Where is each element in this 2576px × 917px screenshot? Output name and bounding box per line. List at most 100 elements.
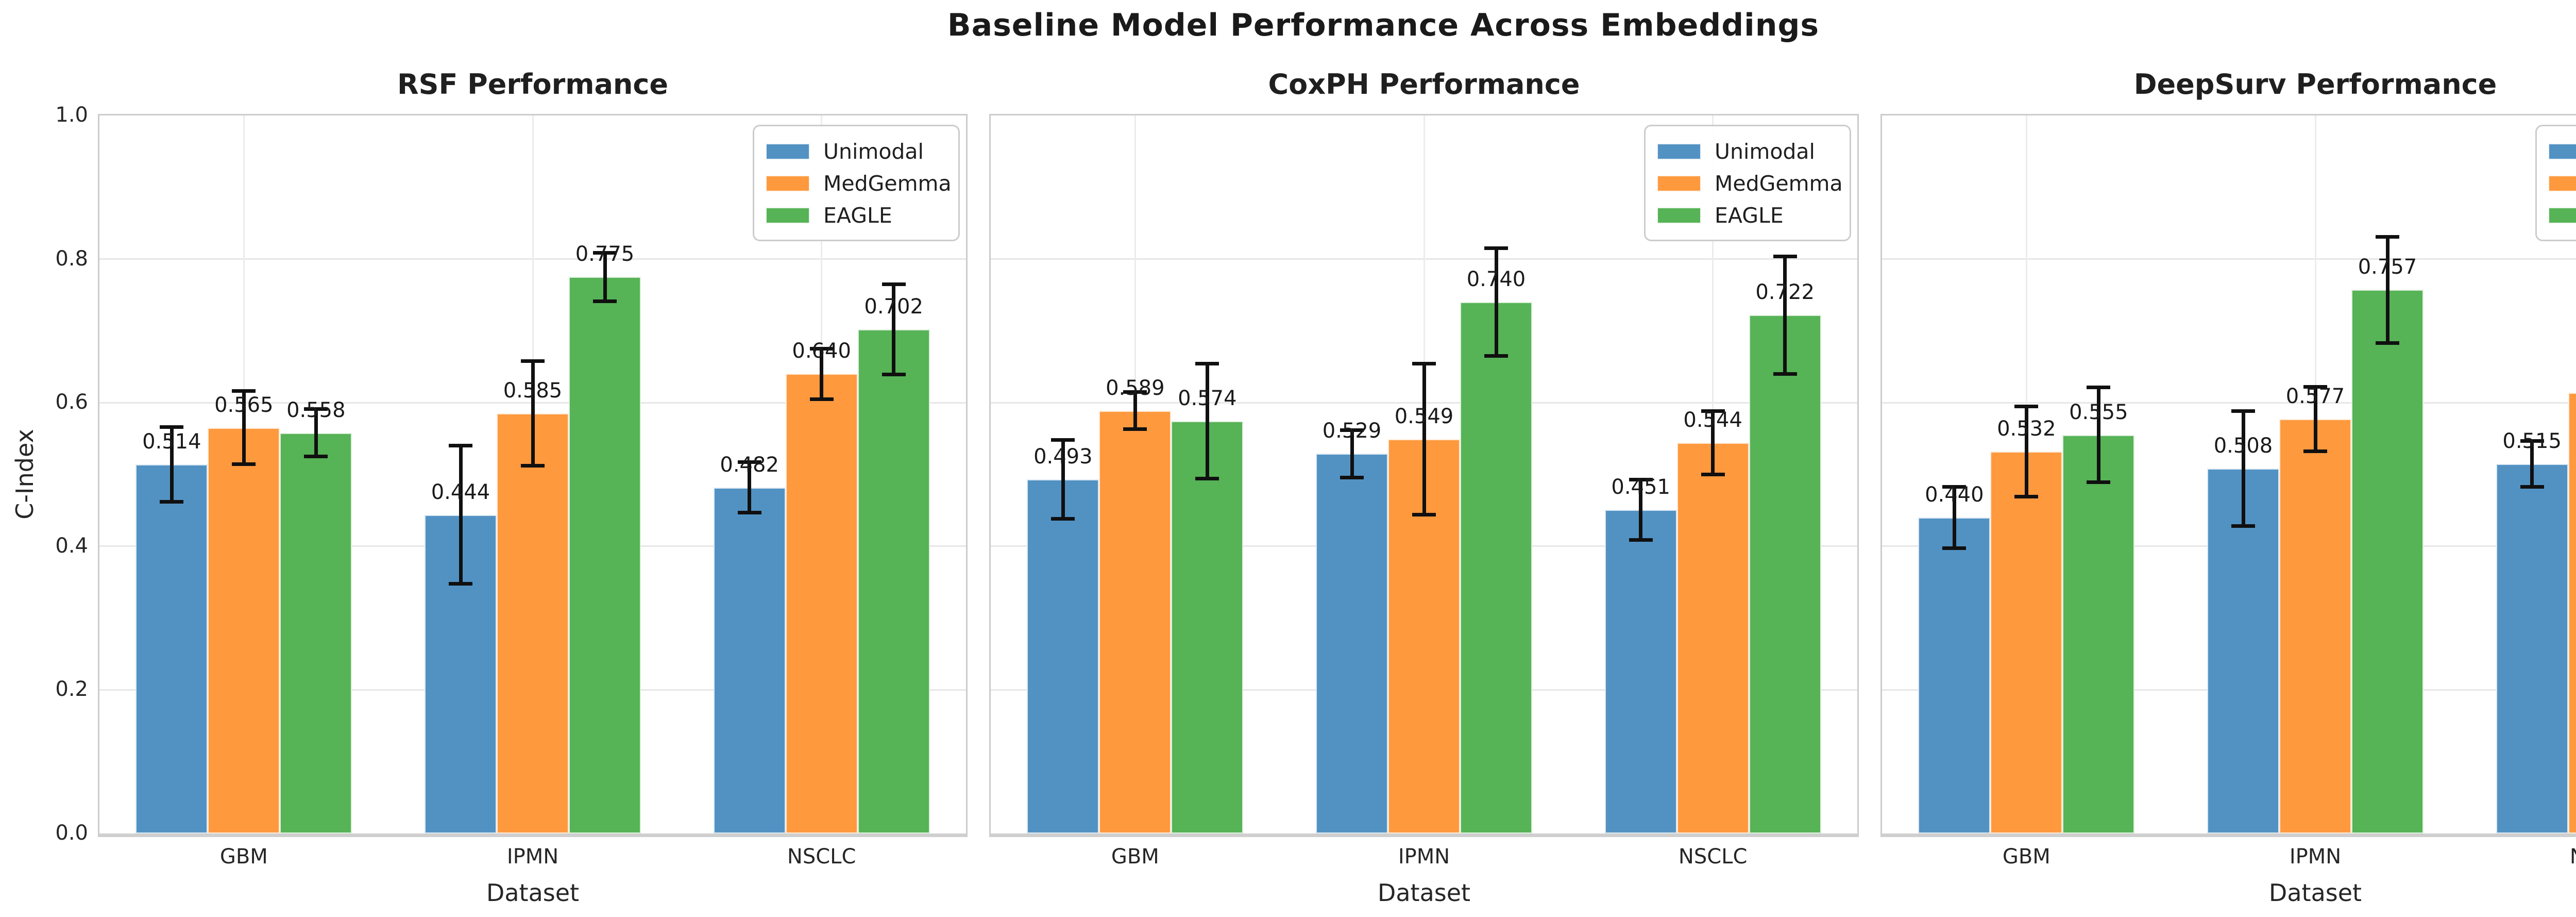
error-bar-cap-top	[449, 444, 472, 448]
error-bar-cap-top	[1412, 362, 1436, 366]
error-bar-cap-top	[2014, 404, 2039, 408]
error-bar	[1783, 256, 1787, 374]
error-bar-cap-bottom	[2231, 524, 2255, 528]
h-gridline	[1882, 258, 2576, 260]
error-bar-cap-bottom	[593, 299, 617, 304]
bar-value-label: 0.740	[1466, 268, 1526, 292]
legend-item: Unimodal	[2537, 136, 2576, 168]
error-bar-cap-bottom	[2087, 480, 2111, 485]
bar-value-label: 0.555	[2069, 400, 2128, 424]
legend-label: EAGLE	[1715, 203, 1784, 228]
legend-item: EAGLE	[1646, 199, 1850, 231]
bar	[2496, 463, 2568, 833]
error-bar-cap-bottom	[2520, 485, 2544, 489]
bar-value-label: 0.574	[1178, 387, 1237, 411]
subplot-title: DeepSurv Performance	[2133, 68, 2497, 101]
error-bar-cap-bottom	[1051, 517, 1075, 521]
error-bar-cap-top	[2303, 385, 2327, 389]
error-bar	[2241, 411, 2245, 526]
error-bar	[170, 427, 174, 502]
medgemma-swatch-icon	[1657, 175, 1701, 192]
y-axis-label: C-Index	[11, 428, 39, 520]
error-bar-cap-top	[737, 460, 761, 464]
eagle-swatch-icon	[1657, 207, 1701, 224]
legend-item: MedGemma	[754, 168, 958, 199]
error-bar	[1639, 479, 1643, 540]
error-bar-cap-top	[593, 251, 617, 255]
error-bar	[1133, 392, 1137, 429]
eagle-swatch-icon	[2548, 207, 2576, 224]
error-bar-cap-bottom	[737, 510, 761, 514]
error-bar	[2530, 441, 2534, 487]
error-bar	[820, 348, 824, 399]
bar-value-label: 0.482	[720, 453, 779, 477]
error-bar-cap-top	[1484, 246, 1508, 251]
bar-value-label: 0.757	[2358, 255, 2417, 279]
error-bar-cap-bottom	[1701, 473, 1725, 476]
error-bar	[1952, 487, 1956, 548]
legend-label: MedGemma	[823, 171, 952, 196]
error-bar	[892, 284, 896, 375]
unimodal-swatch-icon	[766, 143, 810, 160]
error-bar-cap-top	[882, 282, 906, 286]
x-tick-label: GBM	[1111, 845, 1159, 869]
error-bar-cap-top	[2376, 235, 2399, 239]
bar-value-label: 0.544	[1683, 408, 1742, 432]
y-tick-label: 0.4	[55, 533, 88, 558]
error-bar	[531, 361, 535, 466]
error-bar-cap-bottom	[1195, 477, 1219, 481]
x-tick-label: NSCLC	[2527, 845, 2576, 869]
bar	[1027, 479, 1099, 833]
bar-value-label: 0.493	[1033, 445, 1093, 469]
bar-value-label: 0.558	[286, 398, 346, 422]
x-tick-label: GBM	[2002, 845, 2050, 869]
error-bar	[314, 409, 318, 457]
error-bar-cap-bottom	[2303, 449, 2327, 454]
error-bar-cap-bottom	[1123, 427, 1147, 431]
legend-label: MedGemma	[1715, 171, 1843, 196]
figure-title: Baseline Model Performance Across Embedd…	[947, 7, 1820, 43]
subplot-axes: 0.440 0.532 0.555 0.508 0.577 0.757 0.515 0.614…	[1880, 68, 2576, 907]
error-bar-cap-bottom	[160, 499, 184, 504]
bar-value-label: 0.440	[1925, 483, 1984, 507]
bar-value-label: 0.775	[575, 242, 635, 266]
x-tick-label: IPMN	[506, 845, 559, 869]
bar-value-label: 0.549	[1394, 405, 1454, 429]
error-bar-cap-bottom	[2014, 495, 2039, 499]
bar	[857, 329, 930, 833]
error-bar-cap-bottom	[1340, 475, 1364, 479]
bar	[280, 432, 352, 833]
bar	[1918, 518, 1991, 833]
error-bar-cap-top	[1123, 390, 1147, 394]
bar	[135, 464, 208, 833]
y-tick-label: 1.0	[55, 103, 88, 127]
bar	[2207, 469, 2279, 833]
x-axis-label: Dataset	[486, 879, 580, 907]
error-bar-cap-top	[1701, 409, 1725, 413]
error-bar-cap-bottom	[882, 373, 906, 377]
y-tick-label: 0.8	[55, 246, 88, 271]
bar-value-label: 0.515	[2502, 429, 2562, 453]
bar-value-label: 0.585	[503, 379, 563, 403]
legend-item: MedGemma	[1646, 168, 1850, 199]
error-bar-cap-top	[1195, 362, 1219, 366]
h-gridline	[1882, 402, 2576, 404]
error-bar-cap-top	[2520, 439, 2544, 443]
error-bar	[1494, 248, 1498, 356]
error-bar-cap-top	[160, 425, 184, 429]
error-bar	[1422, 363, 1426, 515]
x-axis-label: Dataset	[2268, 879, 2362, 907]
bar	[1676, 443, 1749, 833]
bar	[2062, 435, 2135, 833]
error-bar-cap-top	[521, 359, 545, 363]
error-bar-cap-top	[1340, 428, 1364, 432]
error-bar-cap-bottom	[1629, 538, 1653, 542]
legend-item: EAGLE	[2537, 199, 2576, 231]
x-tick-label: IPMN	[2289, 845, 2342, 869]
bar-value-label: 0.577	[2285, 385, 2345, 409]
bar-value-label: 0.508	[2213, 434, 2273, 458]
error-bar	[242, 391, 246, 464]
medgemma-swatch-icon	[766, 175, 810, 192]
legend: Unimodal MedGemma EAGLE	[1644, 125, 1851, 241]
bar-value-label: 0.444	[431, 480, 490, 504]
